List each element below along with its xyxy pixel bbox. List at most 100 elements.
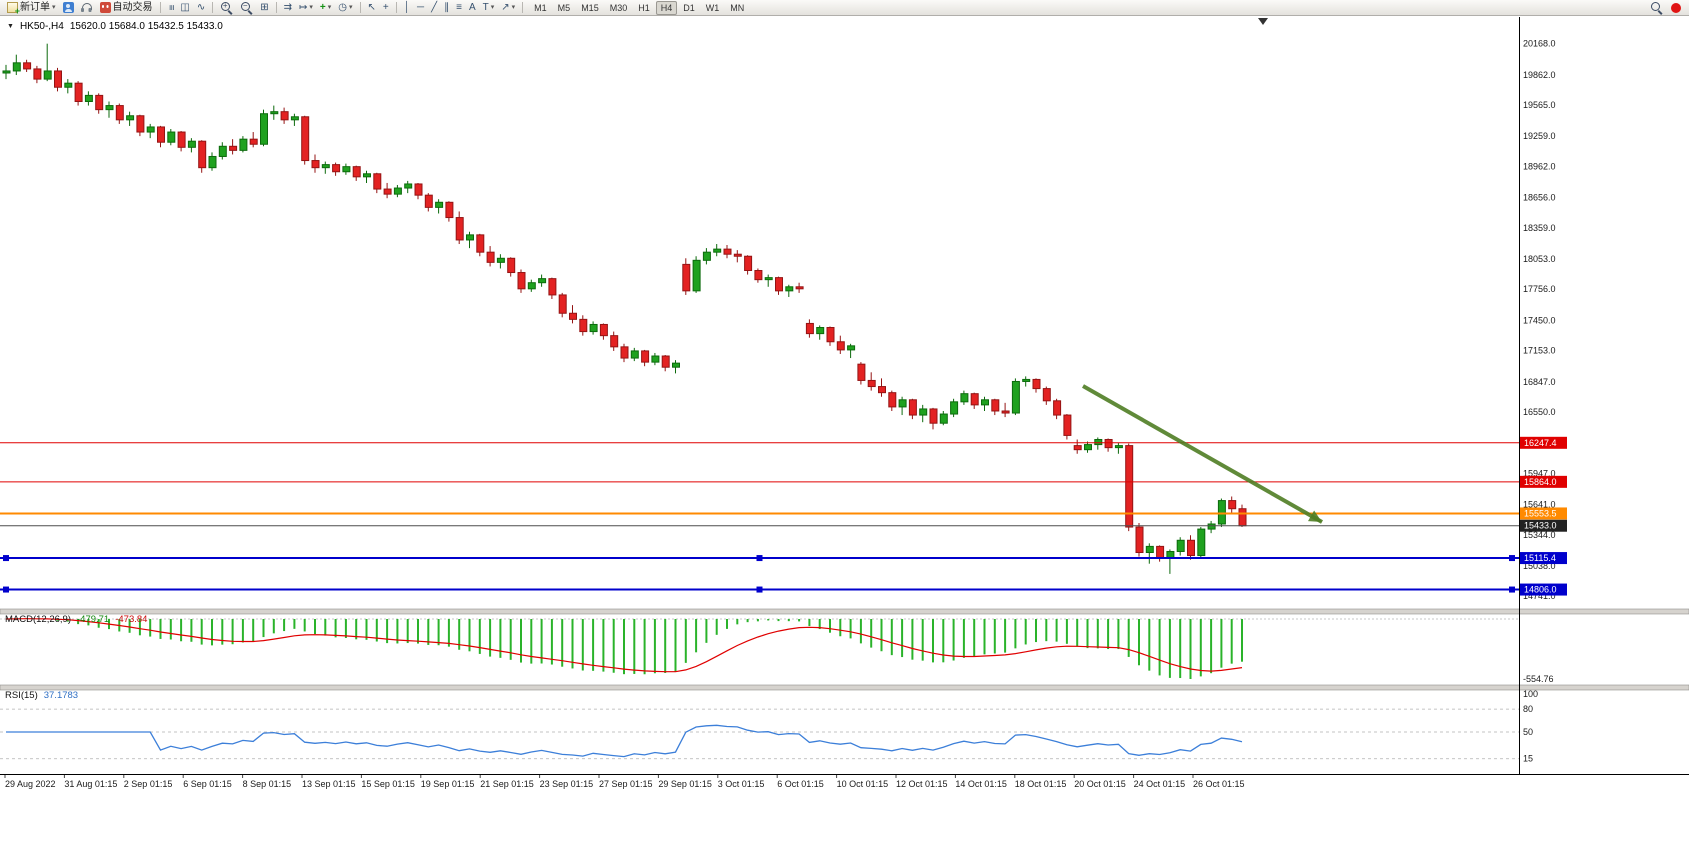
crosshair-button[interactable]: + [380,1,392,15]
community-button[interactable] [60,1,77,15]
candle-body [466,234,474,241]
chart-shift-marker[interactable] [1258,18,1268,25]
rsi-line [6,724,1243,758]
candle-body [847,345,856,351]
date-label: 18 Oct 01:15 [1015,779,1067,789]
toolbar-separator [275,2,277,13]
arrows-tool-button[interactable]: ↗ ▾ [498,1,518,15]
date-label: 12 Oct 01:15 [896,779,948,789]
candle-body [301,116,310,162]
horizontal-line-tool-button[interactable]: ─ [414,1,427,15]
candle-body [177,131,186,148]
timeframe-H4[interactable]: H4 [655,0,678,15]
candle-body [105,105,114,111]
candle-body [857,363,866,381]
trend-arrow-head[interactable] [1308,510,1322,523]
timeframe-MN[interactable]: MN [730,2,745,13]
price-axis-label: 15344.0 [1523,530,1556,540]
candle-body [270,111,279,115]
timeframe-M5[interactable]: M5 [557,2,571,13]
notification-badge[interactable] [1671,2,1681,13]
chevron-down-icon: ▾ [511,3,516,11]
chart-shift-icon: ↦ [298,2,308,13]
line-handle[interactable] [3,555,9,562]
horizontal-line-icon: ─ [416,2,425,13]
rsi-axis-label: 15 [1523,754,1533,764]
bar-chart-button[interactable]: ≡ [165,1,177,15]
date-label: 13 Sep 01:15 [302,779,356,789]
chevron-down-icon: ▾ [348,3,353,11]
vertical-line-tool-button[interactable]: │ [401,1,413,15]
symbol-collapse-icon[interactable]: ▼ [7,23,14,30]
candle-body [95,94,104,111]
candle-body [826,327,835,343]
candle-body [960,393,969,403]
candle-body [260,113,268,145]
label-tool-icon: T [482,2,489,13]
price-axis-label: 16550.0 [1523,407,1556,417]
candle-body [785,286,794,292]
channel-tool-button[interactable]: ∥ [441,1,452,15]
zoom-out-button[interactable]: − [237,1,256,15]
candle-body [1084,444,1092,451]
line-chart-button[interactable]: ∿ [194,1,208,15]
timeframe-M15[interactable]: M15 [581,2,599,13]
support-button[interactable] [78,1,96,15]
toolbar-separator [522,2,524,13]
text-tool-button[interactable]: A [466,1,479,15]
candle-body [723,248,732,255]
candle-body [888,392,897,408]
line-handle[interactable] [756,586,763,593]
chevron-down-icon: ▾ [309,3,313,11]
main-toolbar: 新订单 ▾ 自动交易 ≡ ◫ ∿ + − ⊞ ⇉ ↦▾ +▾ ◷▾ ↖ + │ … [0,0,1689,16]
line-handle[interactable] [3,586,9,593]
date-label: 21 Sep 01:15 [480,779,534,789]
timeframe-M30[interactable]: M30 [609,2,628,13]
candle-body [744,255,753,271]
candle-body [435,201,444,208]
trendline-tool-button[interactable]: ╱ [428,1,440,15]
timeframe-M1[interactable]: M1 [534,2,547,13]
line-handle[interactable] [1509,586,1515,593]
timeframe-H1[interactable]: H1 [638,2,650,13]
zoom-in-button[interactable]: + [217,1,236,15]
line-handle[interactable] [1509,555,1515,562]
timeframe-D1[interactable]: D1 [683,2,695,13]
auto-scroll-icon: ⇉ [283,2,292,13]
autotrade-button[interactable]: 自动交易 [97,1,156,15]
candle-body [476,234,485,253]
timeframe-W1[interactable]: W1 [705,2,720,13]
auto-scroll-button[interactable]: ⇉ [281,1,295,15]
candle-body [198,140,207,169]
candle-body [548,278,557,296]
cursor-button[interactable]: ↖ [365,1,379,15]
candle-body [713,248,722,253]
label-tool-button[interactable]: T ▾ [480,1,498,15]
search-button[interactable] [1647,1,1666,15]
new-order-button[interactable]: 新订单 ▾ [4,1,59,16]
trend-arrow-line[interactable] [1082,384,1323,524]
candlestick-button[interactable]: ◫ [177,1,192,15]
candle-body [455,217,464,241]
candle-body [424,194,433,208]
candle-body [1001,410,1010,414]
candle-body [919,408,928,416]
candle-body [1228,500,1237,510]
periods-button[interactable]: ◷ ▾ [335,1,355,15]
price-tag-value: 15433.0 [1524,521,1557,531]
fibonacci-tool-button[interactable]: ≡ [453,1,465,15]
pane-separator[interactable] [0,684,1689,691]
indicators-button[interactable]: + ▾ [317,1,334,15]
toolbar-separator [359,2,361,13]
rsi-axis-label: 100 [1523,689,1538,699]
pane-separator[interactable] [0,608,1689,615]
candle-body [74,82,83,102]
minus-glyph: − [242,1,248,10]
candle-body [249,138,258,145]
date-label: 3 Oct 01:15 [718,779,765,789]
line-handle[interactable] [756,555,763,562]
price-tag [1520,552,1567,565]
tile-windows-button[interactable]: ⊞ [257,1,271,15]
chart-shift-button[interactable]: ↦ ▾ [296,1,316,15]
